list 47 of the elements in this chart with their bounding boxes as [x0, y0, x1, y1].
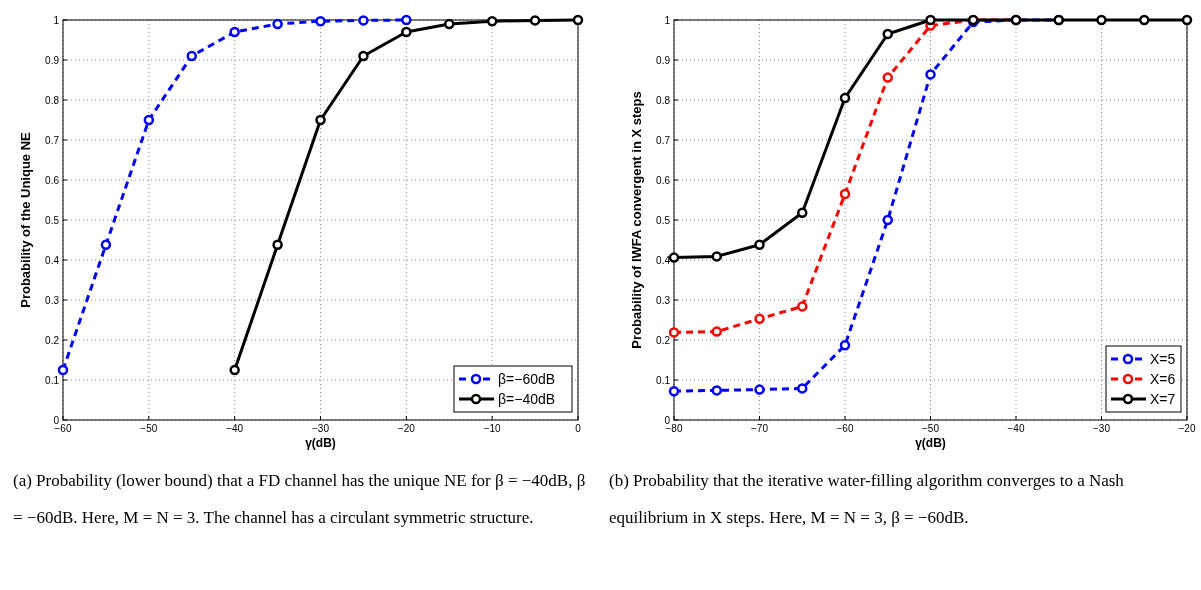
legend-label: X=6 — [1150, 371, 1176, 387]
y-tick-label: 1 — [664, 14, 671, 26]
x-axis-title: γ(dB) — [305, 436, 336, 450]
x-axis-title: γ(dB) — [915, 436, 946, 450]
y-tick-label: 0.3 — [45, 294, 60, 306]
x-tick-label: −40 — [226, 423, 244, 434]
y-tick-label: 0.7 — [656, 134, 671, 146]
text: (b) Probability that the iterative water-filling algorithm converges to a Nash equilibrium in X steps. Here, M = N = 3, β = −60dB. — [609, 471, 1125, 527]
legend-label: β=−40dB — [498, 391, 556, 407]
y-tick-label: 0.9 — [45, 54, 60, 66]
x-tick-label: −30 — [1093, 423, 1111, 434]
x-tick-label: −60 — [54, 423, 72, 434]
y-tick-label: 0.2 — [656, 334, 671, 346]
x-tick-label: −40 — [1007, 423, 1025, 434]
text: (a) Probability (lower bound) that a FD channel has the unique NE for β = −40dB, β = −60dB. Here, M = N = 3. The channel has a circulant symmetric structure. — [13, 471, 586, 527]
y-tick-label: 0.3 — [656, 294, 671, 306]
x-tick-label: −50 — [140, 423, 158, 434]
y-tick-label: 0 — [664, 414, 671, 426]
x-tick-label: −70 — [751, 423, 769, 434]
x-tick-label: −20 — [1178, 423, 1196, 434]
y-tick-label: 0.6 — [656, 174, 671, 186]
x-tick-label: 0 — [575, 423, 582, 434]
y-tick-label: 0.6 — [45, 174, 60, 186]
legend-label: X=5 — [1150, 351, 1176, 367]
legend-label: X=7 — [1150, 391, 1176, 407]
y-tick-label: 0.7 — [45, 134, 60, 146]
y-tick-label: 0.1 — [656, 374, 671, 386]
x-tick-label: −60 — [836, 423, 854, 434]
y-tick-label: 0.5 — [45, 214, 60, 226]
y-axis-title: Probability of IWFA convergent in X steps — [629, 91, 644, 349]
y-tick-label: 0.4 — [656, 254, 671, 266]
y-tick-label: 0.2 — [45, 334, 60, 346]
y-tick-label: 0.9 — [656, 54, 671, 66]
y-tick-label: 1 — [53, 14, 60, 26]
x-tick-label: −20 — [397, 423, 416, 434]
x-tick-label: −50 — [922, 423, 940, 434]
legend-label: β=−60dB — [498, 371, 556, 387]
x-tick-label: −30 — [312, 423, 330, 434]
y-tick-label: 0.4 — [45, 254, 60, 266]
y-tick-label: 0 — [53, 414, 60, 426]
y-tick-label: 0.1 — [45, 374, 60, 386]
y-tick-label: 0.5 — [656, 214, 671, 226]
x-tick-label: −10 — [483, 423, 502, 434]
y-tick-label: 0.8 — [45, 94, 60, 106]
y-axis-title: Probability of the Unique NE — [18, 131, 33, 308]
x-tick-label: −80 — [665, 423, 683, 434]
y-tick-label: 0.8 — [656, 94, 671, 106]
